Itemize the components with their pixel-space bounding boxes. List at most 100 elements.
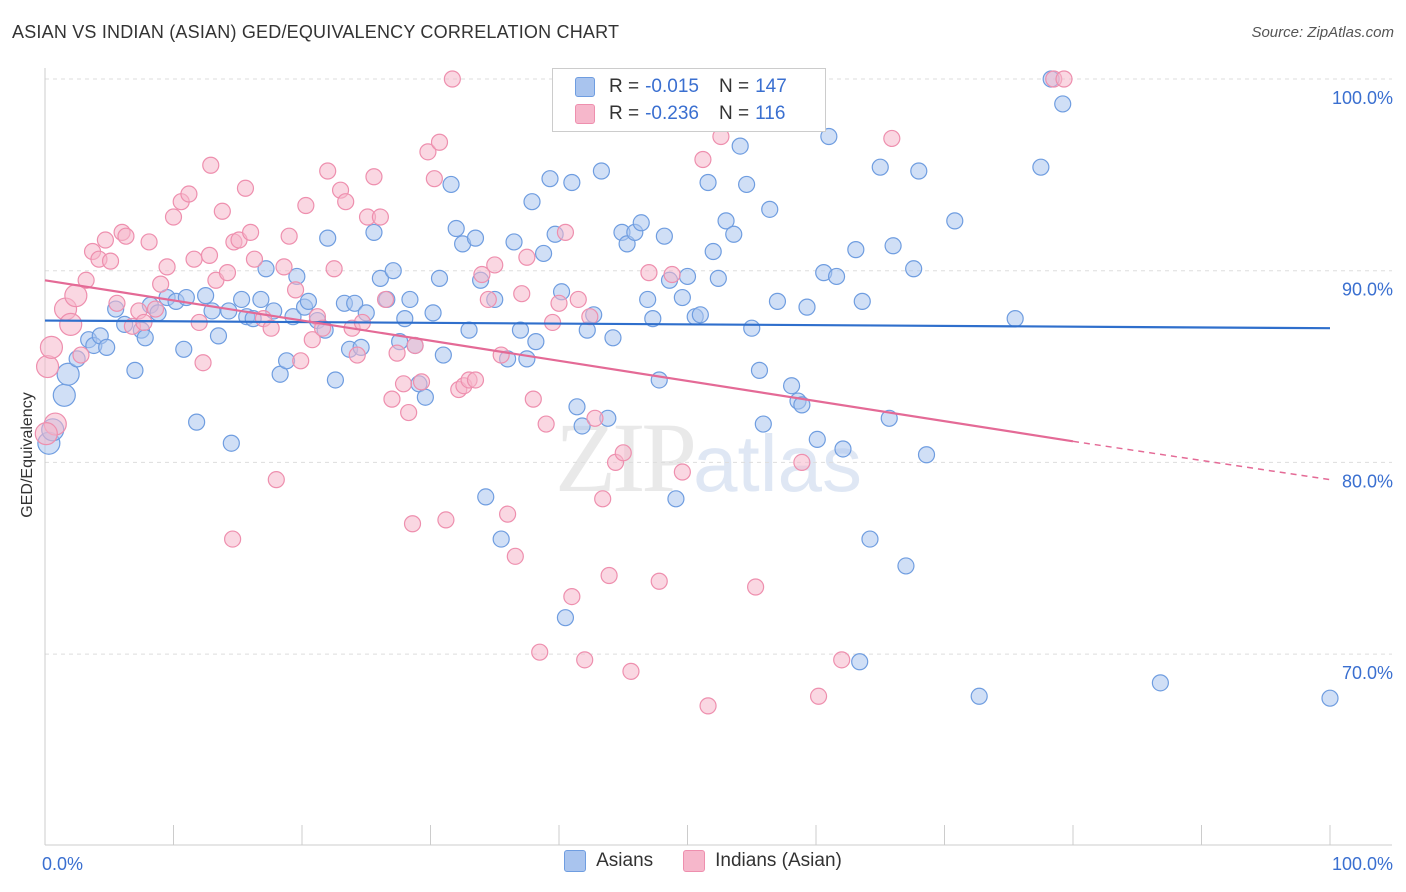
asians-point (346, 294, 364, 312)
asians-n-value: 147 (755, 76, 787, 97)
asians-point (673, 288, 691, 307)
legend-item-indians[interactable]: Indians (Asian) (683, 850, 842, 872)
indians-point (319, 162, 337, 180)
indians-point (365, 168, 383, 186)
indians-point (663, 265, 681, 284)
indians-point (640, 264, 658, 282)
asians-point (761, 200, 779, 218)
y-tick-label: 70.0% (1342, 663, 1393, 683)
legend-item-asians[interactable]: Asians (564, 850, 653, 872)
asians-point (738, 175, 756, 194)
asians-legend-swatch (564, 850, 587, 872)
indians-point (152, 275, 170, 293)
asians-point (704, 242, 722, 261)
indians-point (809, 687, 828, 705)
indians-point (556, 223, 575, 241)
indians-point (202, 156, 220, 174)
asians-point (523, 193, 541, 211)
indians-swatch (575, 104, 595, 124)
asians-point (917, 446, 936, 464)
chart-title: ASIAN VS INDIAN (ASIAN) GED/EQUIVALENCY … (12, 22, 620, 42)
indians-point (883, 129, 901, 148)
y-tick-label: 90.0% (1342, 280, 1393, 300)
asians-point (691, 306, 709, 324)
asians-point (52, 383, 76, 407)
indians-point (650, 572, 668, 590)
asians-point (725, 225, 743, 243)
indians-point (747, 578, 765, 596)
x-tick-label-left: 0.0% (42, 854, 83, 874)
indians-point (218, 264, 237, 282)
indians-point (518, 248, 536, 266)
asians-point (197, 287, 215, 305)
asians-point (460, 321, 478, 339)
indians-point (699, 697, 717, 715)
asians-point (699, 173, 717, 192)
asians-r-label: R = (609, 76, 640, 97)
asians-point (126, 361, 144, 379)
asians-point (401, 290, 419, 309)
asians-point (518, 350, 536, 368)
asians-point (416, 388, 434, 406)
indians-point (140, 233, 158, 251)
asians-point (299, 292, 318, 310)
indians-point (486, 256, 504, 274)
asians-point (592, 162, 611, 180)
indians-point (164, 208, 183, 226)
indians-point (594, 490, 612, 508)
indians-r-value: -0.236 (645, 103, 699, 124)
asians-point (768, 292, 787, 310)
indians-point (194, 354, 212, 372)
indians-point (412, 373, 431, 391)
indians-point (466, 371, 485, 389)
indians-point (443, 70, 461, 88)
indians-point (77, 271, 95, 289)
indians-point (563, 587, 581, 606)
asians-point (834, 440, 852, 458)
asians-point (534, 244, 553, 263)
indians-point (600, 566, 618, 585)
indians-point (576, 651, 594, 669)
asians-point (808, 430, 826, 448)
asians-point (782, 377, 801, 395)
asians-point (644, 310, 662, 328)
asians-point (798, 298, 816, 316)
trend-lines (44, 279, 1331, 481)
asians-point (827, 267, 846, 286)
indians-point (430, 133, 449, 151)
asians-point (175, 340, 193, 358)
indians-point (59, 312, 83, 336)
asians-point (678, 267, 697, 286)
asians-point (541, 170, 559, 188)
asians-point (424, 304, 442, 322)
asians-swatch (575, 77, 595, 97)
asians-n-label: N = (718, 76, 750, 97)
indians-point (419, 143, 437, 161)
asians-r-value: -0.015 (645, 76, 699, 97)
asians-point (754, 415, 772, 433)
asians-point (371, 269, 389, 287)
indians-legend-label: Indians (Asian) (715, 850, 842, 871)
indians-point (224, 530, 242, 548)
asians-point (1054, 95, 1072, 113)
indians-point (479, 290, 497, 309)
asians-point (326, 371, 345, 389)
indians-point (793, 453, 811, 471)
indians-point (833, 651, 851, 669)
indians-point (499, 505, 517, 523)
indians-point (403, 515, 422, 533)
indians-point (524, 390, 542, 408)
asians-point (98, 338, 116, 356)
asians-point (384, 262, 402, 280)
asians-point (910, 162, 928, 180)
indians-point (286, 281, 305, 299)
indians-point (348, 346, 366, 364)
indians-n-label: N = (718, 103, 750, 124)
indians-point (72, 346, 90, 364)
asians-point (743, 319, 761, 337)
asians-trend-line (44, 319, 1331, 330)
indians-point (325, 260, 343, 278)
source-label: Source: ZipAtlas.com (1251, 24, 1394, 41)
asians-point (970, 687, 988, 705)
